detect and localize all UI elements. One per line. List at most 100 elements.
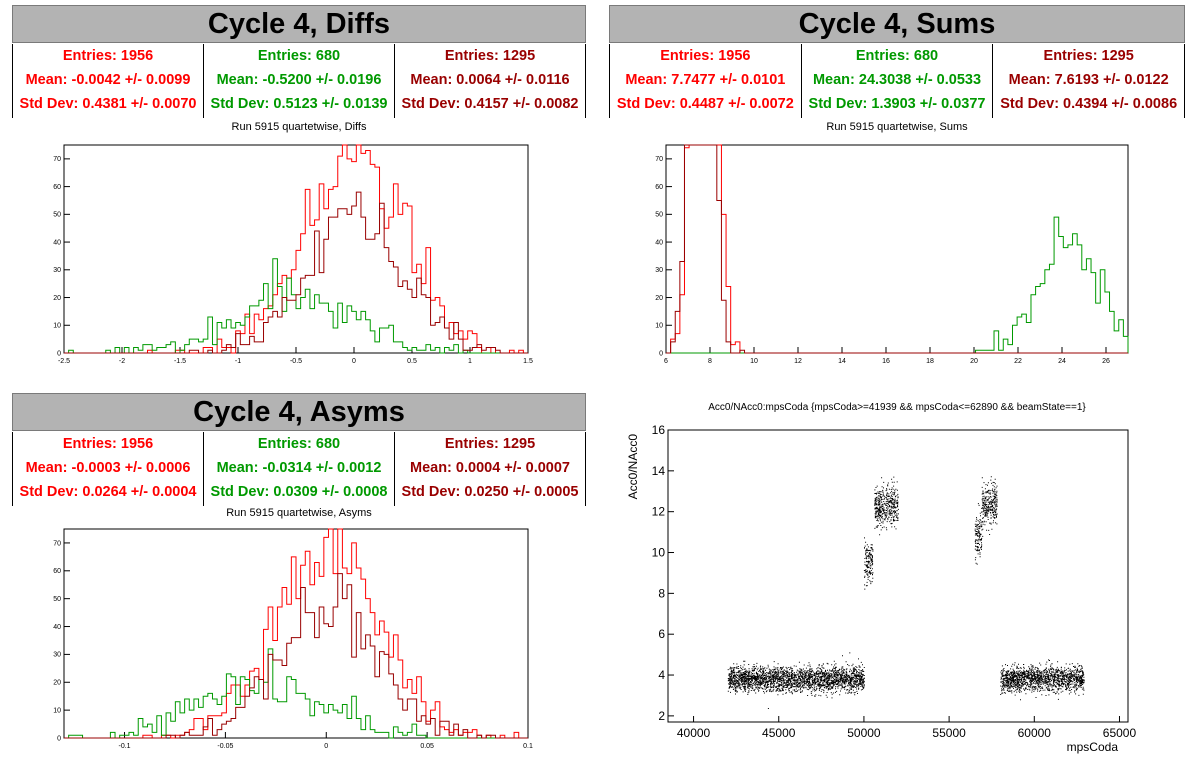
panel-subtitle-asyms: Run 5915 quartetwise, Asyms: [226, 507, 372, 519]
x-tick-label: 45000: [762, 726, 796, 740]
histogram-0: -2.5 -2 -1.5 -1 -0.5 0 0.5 1 1.5 0 10 20 30 40 50 60 70: [53, 144, 533, 365]
stats-col: Entries: 1956 Mean: 7.7477 +/- 0.0101 Std …: [610, 44, 801, 118]
plot-frame: [63, 528, 529, 739]
y-tick-label: 60: [53, 184, 61, 191]
x-tick-label: 10: [750, 358, 758, 365]
x-tick-label: -0.1: [118, 743, 130, 750]
x-tick-label: 26: [1102, 358, 1110, 365]
histogram-series-0: [64, 144, 528, 354]
x-tick-label: 14: [838, 358, 846, 365]
stats-col: Entries: 680 Mean: -0.5200 +/- 0.0196 Std …: [203, 44, 394, 118]
y-tick-label: 20: [655, 295, 663, 302]
stats-mean: Mean: 7.6193 +/- 0.0122: [1008, 72, 1169, 88]
stats-std: Std Dev: 0.0250 +/- 0.0005: [401, 484, 579, 500]
stats-std: Std Dev: 0.4487 +/- 0.0072: [616, 96, 794, 112]
y-tick-label: 50: [53, 212, 61, 219]
x-tick-label: 1.5: [523, 358, 533, 365]
scatter-title: Acc0/NAcc0:mpsCoda {mpsCoda>=41939 && mp…: [708, 402, 1086, 413]
y-tick-label: 60: [655, 184, 663, 191]
stats-mean: Mean: 7.7477 +/- 0.0101: [625, 72, 786, 88]
x-tick-label: 6: [664, 358, 668, 365]
y-tick-label: 12: [652, 505, 666, 519]
y-tick-label: 14: [652, 464, 666, 478]
histogram-series-2: [666, 144, 1128, 354]
stats-col: Entries: 680 Mean: 24.3038 +/- 0.0533 Std …: [800, 44, 993, 118]
y-tick-label: 10: [53, 707, 61, 714]
x-tick-label: 40000: [677, 726, 711, 740]
x-tick-label: 0: [352, 358, 356, 365]
panel-title-diffs: Cycle 4, Diffs: [12, 5, 586, 43]
stats-col: Entries: 1295 Mean: 0.0004 +/- 0.0007 Std …: [394, 432, 585, 506]
stats-mean: Mean: -0.0042 +/- 0.0099: [25, 72, 191, 88]
stats-entries: Entries: 1956: [660, 48, 751, 64]
stats-std: Std Dev: 1.3903 +/- 0.0377: [808, 96, 986, 112]
x-axis-label: mpsCoda: [1067, 740, 1119, 754]
x-tick-label: -1.5: [174, 358, 186, 365]
y-tick-label: 30: [53, 652, 61, 659]
y-tick-label: 6: [658, 627, 665, 641]
x-tick-label: 0.1: [523, 743, 533, 750]
panel-title-sums: Cycle 4, Sums: [609, 5, 1185, 43]
stats-mean: Mean: -0.0314 +/- 0.0012: [216, 460, 382, 476]
histogram-series-1: [64, 258, 528, 354]
x-tick-label: 12: [794, 358, 802, 365]
y-tick-label: 10: [655, 323, 663, 330]
stats-box-sums: Entries: 1956 Mean: 7.7477 +/- 0.0101 Std …: [609, 44, 1185, 118]
y-tick-label: 70: [53, 156, 61, 163]
stats-mean: Mean: -0.5200 +/- 0.0196: [216, 72, 382, 88]
stats-col: Entries: 680 Mean: -0.0314 +/- 0.0012 Std …: [203, 432, 394, 506]
stats-col: Entries: 1295 Mean: 7.6193 +/- 0.0122 Std …: [992, 44, 1184, 118]
x-tick-label: -2: [119, 358, 125, 365]
stats-box-diffs: Entries: 1956 Mean: -0.0042 +/- 0.0099 Std…: [12, 44, 586, 118]
stats-entries: Entries: 680: [257, 436, 341, 452]
histogram-series-2: [64, 191, 528, 354]
y-tick-label: 50: [655, 212, 663, 219]
stats-entries: Entries: 1956: [62, 48, 154, 64]
x-tick-label: 8: [708, 358, 712, 365]
stats-std: Std Dev: 0.4381 +/- 0.0070: [19, 96, 197, 112]
stats-mean: Mean: -0.0003 +/- 0.0006: [25, 460, 191, 476]
y-tick-label: 50: [53, 596, 61, 603]
y-tick-label: 70: [655, 156, 663, 163]
y-tick-label: 0: [57, 350, 61, 357]
x-tick-label: 16: [882, 358, 890, 365]
stats-std: Std Dev: 0.5123 +/- 0.0139: [210, 96, 388, 112]
stats-entries: Entries: 1295: [444, 436, 536, 452]
stats-col: Entries: 1295 Mean: 0.0064 +/- 0.0116 Std …: [394, 44, 585, 118]
stats-box-asyms: Entries: 1956 Mean: -0.0003 +/- 0.0006 Std…: [12, 432, 586, 506]
scatter-points: [727, 476, 1085, 709]
stats-col: Entries: 1956 Mean: -0.0042 +/- 0.0099 Std…: [13, 44, 203, 118]
histogram-1: 6 8 10 12 14 16 18 20 22 24 26 0 10 20 30 40 50 60 70: [655, 144, 1129, 365]
stats-mean: Mean: 24.3038 +/- 0.0533: [812, 72, 982, 88]
y-tick-label: 60: [53, 568, 61, 575]
y-tick-label: 70: [53, 540, 61, 547]
y-tick-label: 30: [655, 267, 663, 274]
stats-mean: Mean: 0.0004 +/- 0.0007: [409, 460, 570, 476]
x-tick-label: 50000: [847, 726, 881, 740]
y-tick-label: 10: [53, 323, 61, 330]
histogram-2: -0.1 -0.05 0 0.05 0.1 0 10 20 30 40 50 60 70: [53, 528, 533, 750]
x-tick-label: 0.05: [420, 743, 434, 750]
histogram-series-0: [64, 528, 528, 739]
panel-subtitle-sums: Run 5915 quartetwise, Sums: [826, 121, 968, 133]
stats-col: Entries: 1956 Mean: -0.0003 +/- 0.0006 Std…: [13, 432, 203, 506]
histogram-series-1: [64, 648, 528, 739]
x-tick-label: -1: [235, 358, 241, 365]
stats-mean: Mean: 0.0064 +/- 0.0116: [410, 72, 570, 88]
x-tick-label: 1: [468, 358, 472, 365]
y-tick-label: 20: [53, 295, 61, 302]
x-tick-label: -2.5: [58, 358, 70, 365]
y-tick-label: 40: [53, 624, 61, 631]
y-tick-label: 30: [53, 267, 61, 274]
plot-frame: [665, 144, 1129, 354]
stats-entries: Entries: 1295: [1043, 48, 1134, 64]
y-tick-label: 2: [658, 709, 665, 723]
histogram-series-2: [64, 573, 528, 739]
histogram-series-0: [666, 144, 1128, 354]
x-tick-label: 20: [970, 358, 978, 365]
y-tick-label: 20: [53, 680, 61, 687]
stats-entries: Entries: 1295: [444, 48, 536, 64]
y-tick-label: 40: [53, 239, 61, 246]
y-axis-label: Acc0/NAcc0: [626, 434, 640, 500]
